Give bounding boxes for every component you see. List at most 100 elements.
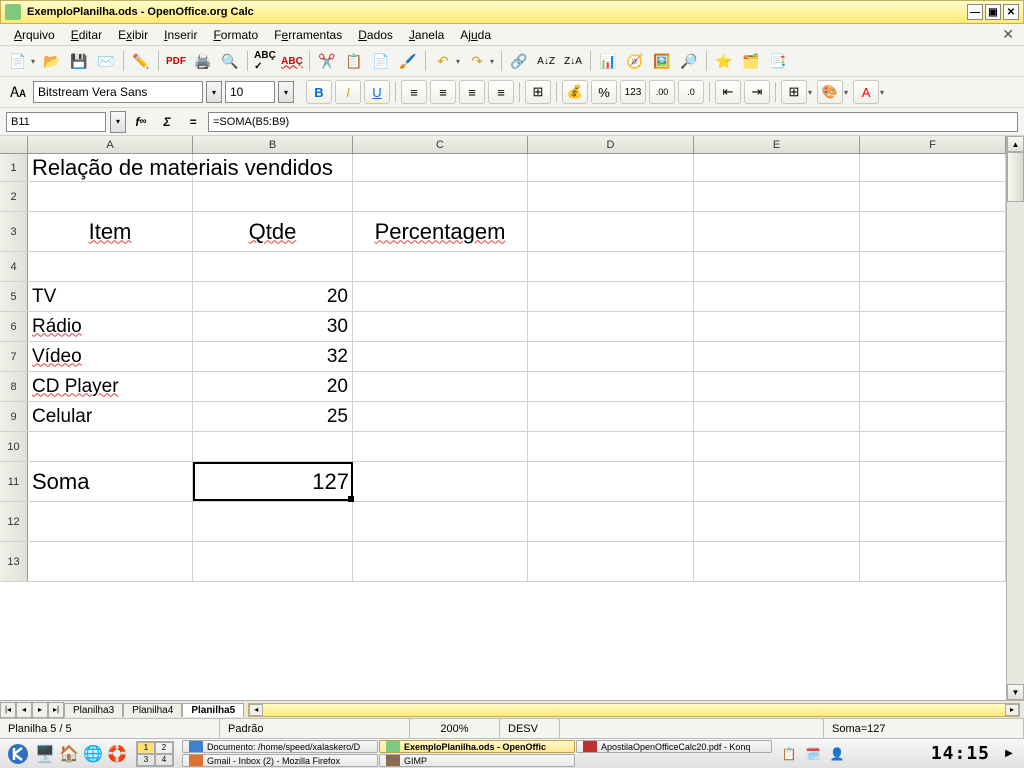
cell-d1[interactable] <box>528 154 694 181</box>
cell-e4[interactable] <box>694 252 860 281</box>
email-button[interactable]: ✉️ <box>94 49 118 73</box>
function-wizard-button[interactable]: f∞ <box>130 112 152 132</box>
cell-f11[interactable] <box>860 462 1006 501</box>
redo-button[interactable]: ↷ <box>465 49 489 73</box>
cell-c3[interactable]: Percentagem <box>353 212 528 251</box>
add-decimal-button[interactable]: .00 <box>649 80 675 104</box>
align-left-button[interactable]: ≡ <box>401 80 427 104</box>
sheet-tab-planilha3[interactable]: Planilha3 <box>64 703 123 717</box>
klipper-icon[interactable]: 📋 <box>778 743 800 765</box>
cell-f7[interactable] <box>860 342 1006 371</box>
cell-d2[interactable] <box>528 182 694 211</box>
cell-a7[interactable]: Vídeo <box>28 342 193 371</box>
styles-dropdown-button[interactable]: 🗛 <box>6 80 30 104</box>
cell-e12[interactable] <box>694 502 860 541</box>
vertical-scrollbar[interactable]: ▲ ▼ <box>1006 136 1024 700</box>
cell-f8[interactable] <box>860 372 1006 401</box>
cell-f2[interactable] <box>860 182 1006 211</box>
tab-nav-next[interactable]: ▸ <box>32 702 48 718</box>
pager-desktop-1[interactable]: 1 <box>137 742 155 754</box>
number-button[interactable]: 123 <box>620 80 646 104</box>
sheet-grid[interactable]: A B C D E F 1 Relação de materiais vendi… <box>0 136 1006 700</box>
sum-button[interactable]: Σ <box>156 112 178 132</box>
tab-nav-first[interactable]: |◂ <box>0 702 16 718</box>
cell-a4[interactable] <box>28 252 193 281</box>
help-center-icon[interactable]: 🛟 <box>106 743 128 765</box>
cell-b2[interactable] <box>193 182 353 211</box>
row-header-5[interactable]: 5 <box>0 282 28 311</box>
new-button[interactable]: 📄 <box>6 49 30 73</box>
cell-e5[interactable] <box>694 282 860 311</box>
menu-dados[interactable]: Dados <box>350 26 401 44</box>
cell-d12[interactable] <box>528 502 694 541</box>
cell-f12[interactable] <box>860 502 1006 541</box>
edit-button[interactable]: ✏️ <box>129 49 153 73</box>
scroll-up-icon[interactable]: ▲ <box>1007 136 1024 152</box>
row-header-8[interactable]: 8 <box>0 372 28 401</box>
document-close-icon[interactable]: ✕ <box>998 26 1018 43</box>
cell-f9[interactable] <box>860 402 1006 431</box>
konqueror-icon[interactable]: 🌐 <box>82 743 104 765</box>
row-header-6[interactable]: 6 <box>0 312 28 341</box>
font-name-dropdown[interactable]: ▾ <box>206 81 222 103</box>
cell-c4[interactable] <box>353 252 528 281</box>
hscroll-left-icon[interactable]: ◂ <box>249 704 263 716</box>
taskbar-item-pdf[interactable]: ApostilaOpenOfficeCalc20.pdf - Konq <box>576 740 772 753</box>
spellcheck-button[interactable]: ABÇ✓ <box>253 49 277 73</box>
col-header-a[interactable]: A <box>28 136 193 153</box>
menu-arquivo[interactable]: Arquivo <box>6 26 63 44</box>
font-name-input[interactable]: Bitstream Vera Sans <box>33 81 203 103</box>
currency-button[interactable]: 💰 <box>562 80 588 104</box>
cell-c8[interactable] <box>353 372 528 401</box>
taskbar-item-calc[interactable]: ExemploPlanilha.ods - OpenOffic <box>379 740 575 753</box>
cell-f13[interactable] <box>860 542 1006 581</box>
cell-e3[interactable] <box>694 212 860 251</box>
pdf-button[interactable]: PDF <box>164 49 188 73</box>
cell-f3[interactable] <box>860 212 1006 251</box>
pager-desktop-3[interactable]: 3 <box>137 754 155 766</box>
cell-a13[interactable] <box>28 542 193 581</box>
row-header-3[interactable]: 3 <box>0 212 28 251</box>
row-header-12[interactable]: 12 <box>0 502 28 541</box>
col-header-d[interactable]: D <box>528 136 694 153</box>
col-header-c[interactable]: C <box>353 136 528 153</box>
menu-janela[interactable]: Janela <box>401 26 452 44</box>
cell-a5[interactable]: TV <box>28 282 193 311</box>
gallery-button[interactable]: 🖼️ <box>650 49 674 73</box>
sort-desc-button[interactable]: Z↓A <box>561 49 585 73</box>
cell-d4[interactable] <box>528 252 694 281</box>
cell-c12[interactable] <box>353 502 528 541</box>
minimize-button[interactable]: — <box>967 4 983 20</box>
taskbar-item-gmail[interactable]: Gmail - Inbox (2) - Mozilla Firefox <box>182 754 378 767</box>
maximize-button[interactable]: ▣ <box>985 4 1001 20</box>
cell-c5[interactable] <box>353 282 528 311</box>
taskbar-clock[interactable]: 14:15 <box>925 743 996 764</box>
formula-input[interactable]: =SOMA(B5:B9) <box>208 112 1018 132</box>
cell-e11[interactable] <box>694 462 860 501</box>
row-header-10[interactable]: 10 <box>0 432 28 461</box>
menu-formato[interactable]: Formato <box>205 26 266 44</box>
bgcolor-button[interactable]: 🎨 <box>817 80 843 104</box>
font-size-dropdown[interactable]: ▾ <box>278 81 294 103</box>
row-header-1[interactable]: 1 <box>0 154 28 181</box>
scroll-down-icon[interactable]: ▼ <box>1007 684 1024 700</box>
font-size-input[interactable]: 10 <box>225 81 275 103</box>
underline-button[interactable]: U <box>364 80 390 104</box>
taskbar-item-gimp[interactable]: GIMP <box>379 754 575 767</box>
horizontal-scrollbar[interactable]: ◂ ▸ <box>248 703 1020 717</box>
cell-d7[interactable] <box>528 342 694 371</box>
cell-b7[interactable]: 32 <box>193 342 353 371</box>
cut-button[interactable]: ✂️ <box>315 49 339 73</box>
close-button[interactable]: ✕ <box>1003 4 1019 20</box>
cell-c11[interactable] <box>353 462 528 501</box>
cell-c2[interactable] <box>353 182 528 211</box>
fontcolor-button[interactable]: A <box>853 80 879 104</box>
cell-ref-dropdown[interactable]: ▾ <box>110 111 126 133</box>
kmenu-button[interactable] <box>4 741 32 767</box>
cell-c13[interactable] <box>353 542 528 581</box>
show-desktop-icon[interactable]: ▶ <box>998 743 1020 765</box>
hyperlink-button[interactable]: 🔗 <box>507 49 531 73</box>
desktop-pager[interactable]: 1 3 2 4 <box>136 741 174 767</box>
status-mode[interactable]: DESV <box>500 719 560 738</box>
paste-button[interactable]: 📄 <box>369 49 393 73</box>
